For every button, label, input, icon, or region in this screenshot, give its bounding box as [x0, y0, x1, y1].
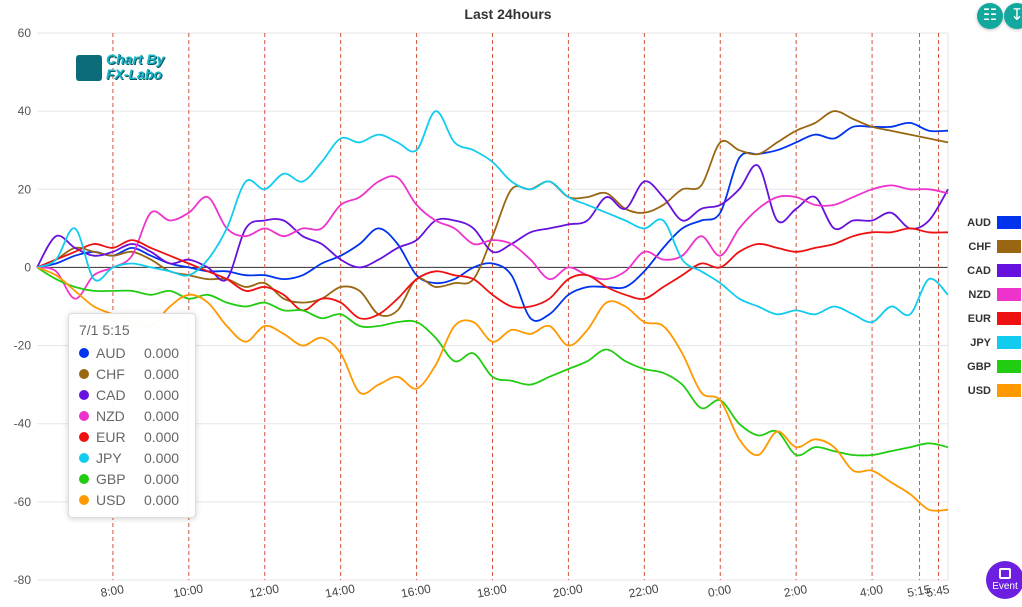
legend-label-cad: CAD	[967, 265, 991, 277]
x-tick-label: 5:45	[925, 582, 951, 600]
tooltip-series-name: JPY	[96, 449, 122, 466]
series-line-eur	[36, 227, 949, 320]
tooltip-row-gbp: GBP 0.000	[79, 468, 185, 489]
tooltip-series-value: 0.000	[144, 449, 180, 466]
x-tick-label: 16:00	[400, 582, 432, 601]
legend-label-eur: EUR	[968, 313, 991, 325]
tooltip-dot	[79, 452, 89, 463]
x-tick-label: 18:00	[476, 582, 508, 601]
y-tick-label: 0	[24, 260, 31, 274]
y-tick-label: 60	[18, 26, 32, 40]
tooltip-row-chf: CHF 0.000	[79, 363, 185, 384]
tooltip-series-value: 0.000	[144, 365, 180, 382]
event-label: Event	[992, 581, 1018, 592]
tooltip-series-value: 0.000	[144, 407, 180, 424]
series-line-nzd	[36, 175, 949, 300]
legend-swatch-usd	[997, 384, 1021, 397]
tooltip-series-name: CHF	[96, 365, 125, 382]
event-button[interactable]: Event	[986, 561, 1022, 599]
series-lines	[36, 110, 949, 512]
legend-swatch-chf	[997, 240, 1021, 253]
tooltip-series-value: 0.000	[144, 491, 180, 508]
legend-swatch-aud	[997, 216, 1021, 229]
x-tick-label: 10:00	[172, 582, 204, 601]
tooltip-series-name: NZD	[96, 407, 125, 424]
x-tick-label: 14:00	[324, 582, 356, 601]
x-tick-label: 4:00	[859, 582, 885, 600]
tooltip-series-value: 0.000	[144, 386, 180, 403]
legend-label-chf: CHF	[968, 241, 991, 253]
tooltip-series-name: USD	[96, 491, 126, 508]
x-tick-label: 12:00	[248, 582, 280, 601]
expand-icon: ↧	[1010, 7, 1022, 24]
series-line-cad	[36, 164, 949, 282]
collapse-icon: ☷	[982, 7, 998, 24]
tooltip-series-value: 0.000	[144, 428, 180, 445]
tooltip-row-jpy: JPY 0.000	[79, 447, 185, 468]
logo-line-1: Chart By	[106, 51, 165, 67]
x-tick-label: 20:00	[552, 582, 584, 601]
x-tick-label: 8:00	[100, 582, 126, 600]
legend: AUD CHF CAD NZD EUR JPY GBP USD	[967, 216, 1021, 397]
grid	[37, 32, 949, 581]
y-tick-label: 20	[18, 182, 32, 196]
series-line-jpy	[36, 110, 949, 324]
legend-swatch-jpy	[997, 336, 1021, 349]
legend-swatch-nzd	[997, 288, 1021, 301]
y-tick-label: -60	[14, 495, 32, 509]
tooltip-series-name: CAD	[96, 386, 126, 403]
y-tick-label: -20	[14, 339, 32, 353]
legend-label-jpy: JPY	[970, 337, 991, 349]
series-line-gbp	[36, 266, 949, 457]
tooltip-series-name: GBP	[96, 470, 126, 487]
tooltip-series-name: AUD	[96, 344, 126, 361]
logo-chart-icon	[76, 55, 102, 81]
x-tick-label: 5:15	[906, 582, 932, 600]
tooltip-row-eur: EUR 0.000	[79, 426, 185, 447]
series-line-aud	[36, 121, 949, 322]
y-tick-label: 40	[18, 104, 32, 118]
tooltip-dot	[79, 389, 89, 400]
tooltip-dot	[79, 347, 89, 358]
tooltip-title: 7/1 5:15	[79, 322, 130, 338]
tooltip-row-nzd: NZD 0.000	[79, 405, 185, 426]
legend-swatch-gbp	[997, 360, 1021, 373]
tooltip-dot	[79, 431, 89, 442]
tooltip-dot	[79, 410, 89, 421]
axes: 60 40 20 0 -20 -40 -60 -80 8:00 10:00 12:00 14:00 16…	[14, 26, 951, 601]
legend-label-nzd: NZD	[968, 289, 991, 301]
tooltip-series-name: EUR	[96, 428, 126, 445]
chart-by-fx-labo-logo: Chart By FX-Labo	[76, 52, 180, 84]
y-tick-label: -80	[14, 573, 32, 587]
collapse-button[interactable]: ☷	[977, 3, 1003, 29]
legend-label-aud: AUD	[967, 217, 991, 229]
tooltip-row-aud: AUD 0.000	[79, 342, 185, 363]
tooltip: 7/1 5:15 AUD 0.000 CHF 0.000 CAD 0.000 NZD 0.00…	[68, 313, 196, 518]
expand-button[interactable]: ↧	[1004, 3, 1022, 29]
legend-swatch-cad	[997, 264, 1021, 277]
legend-label-gbp: GBP	[967, 361, 991, 373]
tooltip-series-value: 0.000	[144, 470, 180, 487]
calendar-icon	[999, 568, 1011, 579]
logo-line-2: FX-Labo	[106, 66, 162, 82]
series-line-usd	[36, 266, 949, 512]
tooltip-series-value: 0.000	[144, 344, 180, 361]
chart-title: Last 24hours	[464, 6, 551, 22]
tooltip-dot	[79, 494, 89, 505]
x-tick-label: 0:00	[707, 582, 733, 600]
x-tick-label: 2:00	[783, 582, 809, 600]
y-tick-label: -40	[14, 417, 32, 431]
legend-label-usd: USD	[968, 385, 991, 397]
tooltip-dot	[79, 473, 89, 484]
x-tick-label: 22:00	[628, 582, 660, 601]
tooltip-dot	[79, 368, 89, 379]
legend-swatch-eur	[997, 312, 1021, 325]
tooltip-row-usd: USD 0.000	[79, 489, 185, 510]
tooltip-row-cad: CAD 0.000	[79, 384, 185, 405]
